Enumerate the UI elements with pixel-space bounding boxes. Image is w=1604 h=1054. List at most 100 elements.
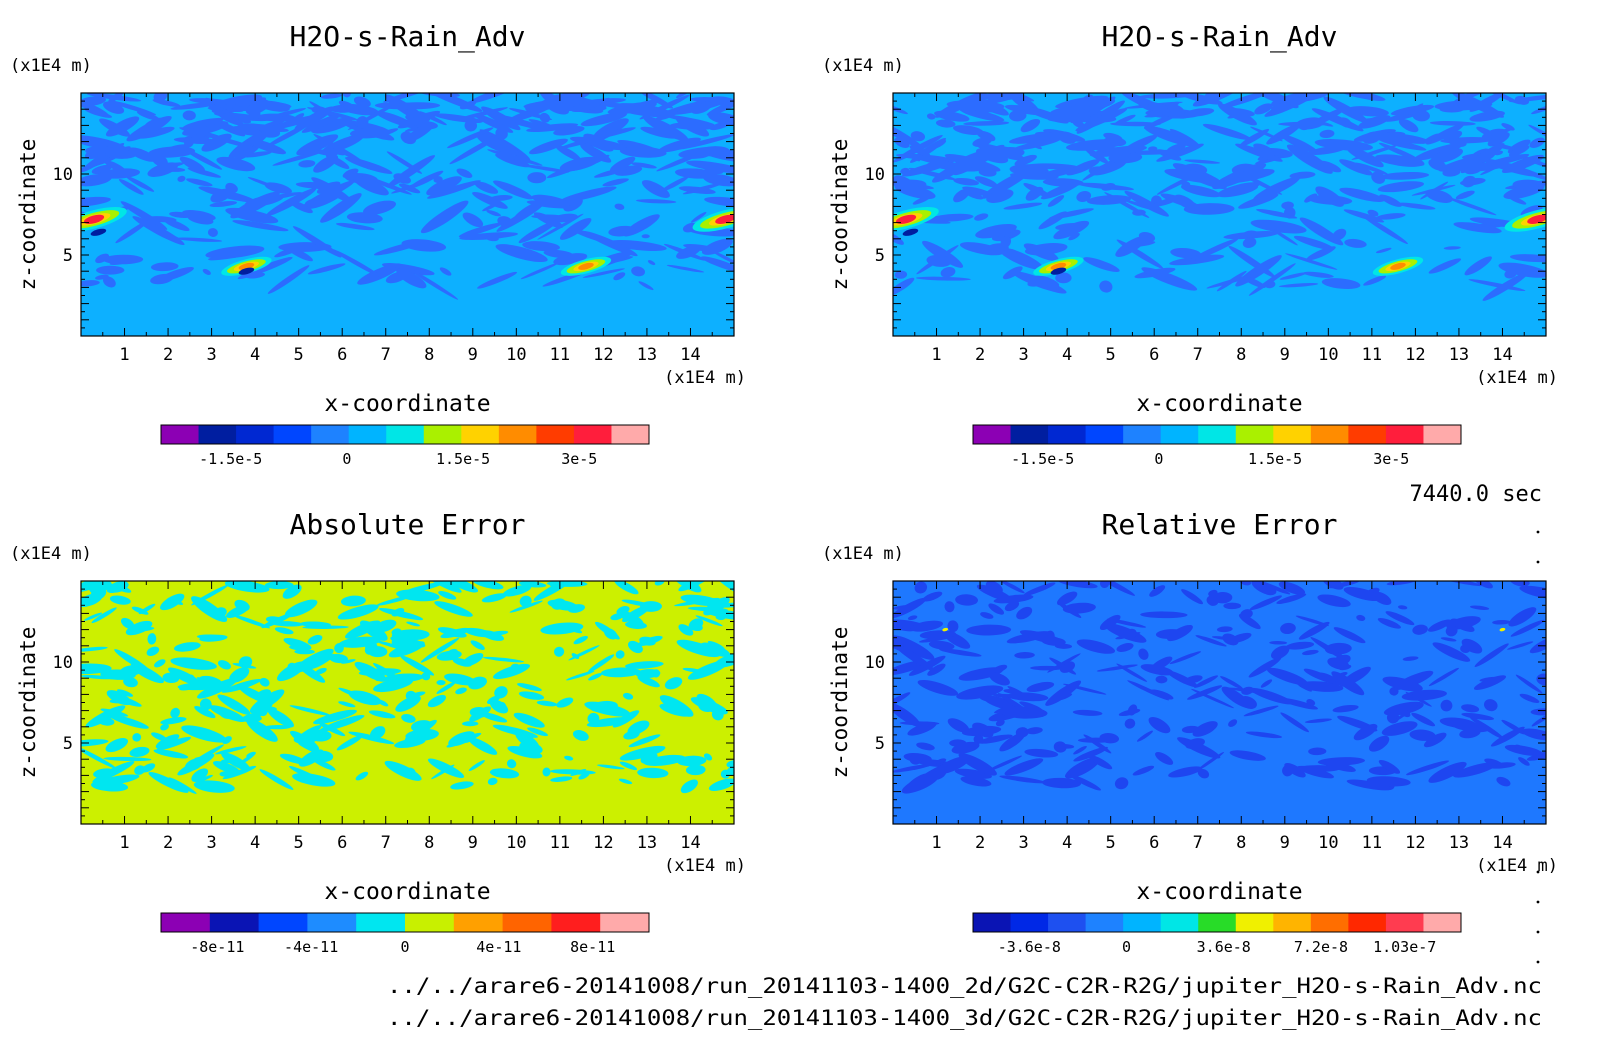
contour-patch	[659, 695, 694, 717]
contour-patch	[977, 734, 1013, 744]
contour-patch	[311, 117, 352, 134]
x-axis-label: x-coordinate	[1136, 391, 1302, 417]
contour-patch	[420, 637, 460, 663]
contour-patch	[1411, 712, 1436, 727]
contour-patch	[126, 176, 155, 192]
contour-patch	[986, 755, 1022, 772]
chart-title: Absolute Error	[289, 508, 525, 541]
contour-patch	[341, 659, 356, 664]
contour-patch	[1216, 626, 1233, 633]
contour-patch	[182, 110, 196, 121]
contour-patch	[1451, 721, 1490, 733]
contour-patch	[1099, 280, 1113, 293]
contour-patch	[131, 606, 149, 615]
contour-patch	[1223, 602, 1242, 610]
x-tick-label: 13	[637, 833, 657, 853]
contour-patch	[926, 113, 936, 120]
contour-patch	[346, 212, 383, 224]
contour-patch	[119, 665, 143, 677]
x-tick-label: 11	[1362, 833, 1382, 853]
contour-patch	[676, 639, 721, 658]
contour-patch	[375, 677, 385, 682]
contour-patch	[109, 714, 149, 729]
contour-patch	[445, 581, 479, 593]
contour-patch	[1002, 266, 1023, 280]
contour-patch	[1088, 754, 1113, 770]
contour-patch	[1346, 146, 1384, 168]
contour-patch	[1450, 618, 1475, 632]
colorbar-swatch	[1123, 425, 1162, 444]
contour-patch	[641, 180, 670, 198]
x-tick-label: 13	[637, 345, 657, 365]
x-tick-label: 8	[1236, 833, 1246, 853]
contour-patch	[1216, 270, 1247, 292]
contour-patch	[468, 760, 485, 771]
contour-patch	[1238, 614, 1261, 630]
colorbar-swatch	[356, 913, 406, 932]
contour-patch	[1076, 182, 1134, 191]
contour-patch	[104, 150, 137, 159]
contour-patch	[658, 100, 706, 116]
contour-patch	[81, 646, 108, 652]
x-tick-label: 6	[1149, 345, 1159, 365]
y-axis: 5 10	[53, 588, 734, 817]
contour-patch	[1302, 649, 1319, 656]
contour-patch	[199, 634, 228, 642]
contour-patch	[976, 148, 1009, 164]
contour-patch	[1189, 238, 1239, 262]
contour-patch	[186, 674, 195, 683]
x-tick-label: 10	[1318, 345, 1338, 365]
contour-patch	[209, 705, 246, 722]
contour-patch	[610, 156, 636, 172]
contour-patch	[1503, 183, 1545, 200]
contour-patch	[1136, 730, 1153, 742]
colorbar-swatch	[551, 913, 601, 932]
contour-patch	[1167, 624, 1193, 642]
contour-patch	[337, 604, 379, 620]
colorbar-frame	[972, 912, 1462, 933]
contour-patch	[1147, 103, 1168, 112]
contour-patch	[707, 641, 725, 650]
x-tick-label: 3	[1018, 833, 1028, 853]
contour-patch	[1413, 142, 1464, 161]
contour-patch	[1295, 681, 1312, 692]
contour-patch	[687, 606, 728, 612]
contour-patch	[1099, 614, 1121, 631]
chart-panel-4: Relative Error(x1E4 m)1 2 3 4 5 6 7 8 9 10 11 12 13 1…	[822, 508, 1558, 956]
contour-patch	[377, 699, 389, 707]
x-tick-label: 8	[1236, 345, 1246, 365]
colorbar-swatch	[1198, 913, 1237, 932]
contour-patch	[127, 147, 157, 162]
contour-patch	[597, 764, 625, 770]
contour-patch	[1073, 746, 1108, 762]
contour-patch	[972, 722, 994, 738]
contour-patch	[1379, 194, 1402, 207]
colorbar-swatch	[423, 425, 462, 444]
contour-patch	[498, 702, 507, 714]
y-unit-label: (x1E4 m)	[822, 544, 904, 564]
contour-patch	[1169, 651, 1202, 665]
contour-patch	[1317, 757, 1366, 766]
contour-patch	[559, 186, 617, 203]
hotspot-core	[1499, 627, 1506, 632]
contour-patch	[1110, 121, 1161, 127]
contour-patch	[1148, 716, 1171, 734]
contour-patch	[1023, 582, 1056, 596]
colorbar-swatch	[1310, 425, 1349, 444]
footer-file-path-2: ../../arare6-20141008/run_20141103-1400_…	[387, 1006, 1542, 1030]
contour-patch	[1243, 705, 1279, 717]
colorbar: -3.6e-8 0 3.6e-8 7.2e-8 1.03e-7	[972, 912, 1462, 956]
contour-patch	[1181, 589, 1204, 605]
contour-patch	[999, 732, 1026, 752]
x-tick-label: 2	[163, 833, 173, 853]
contour-patch	[714, 651, 734, 668]
colorbar-swatch	[1085, 913, 1124, 932]
contour-patch	[245, 99, 270, 115]
contour-patch	[1239, 128, 1270, 147]
contour-patch	[564, 755, 574, 761]
contour-patch	[426, 176, 462, 196]
colorbar-swatch	[1385, 913, 1424, 932]
contour-patch	[685, 764, 706, 776]
colorbar-label: -3.6e-8	[998, 938, 1061, 956]
x-unit-label: (x1E4 m)	[664, 368, 746, 388]
